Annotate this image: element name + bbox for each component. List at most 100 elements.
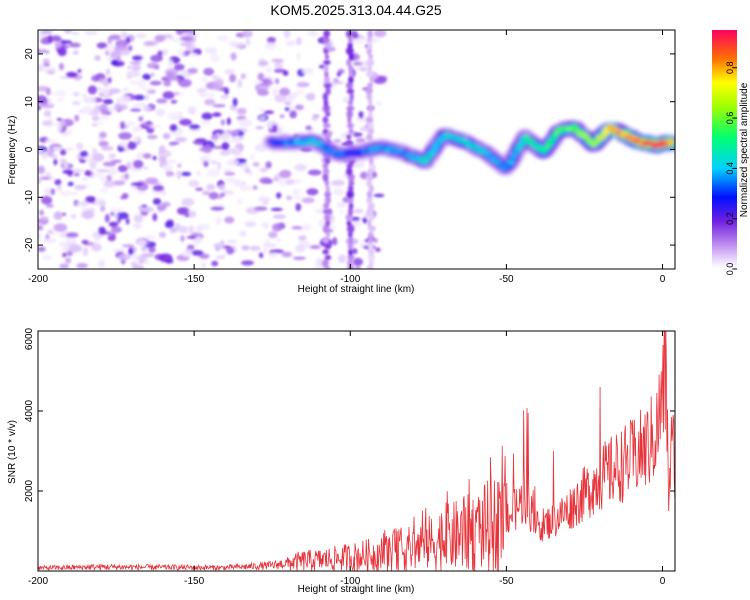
noise-blob bbox=[117, 165, 128, 173]
noise-blob bbox=[177, 163, 182, 168]
noise-blob bbox=[40, 30, 53, 35]
streak-blob bbox=[322, 92, 329, 102]
noise-blob bbox=[137, 79, 146, 89]
x-tick-label: -100 bbox=[340, 576, 360, 587]
streak-blob bbox=[347, 242, 354, 250]
noise-blob bbox=[81, 105, 93, 114]
streak-blob bbox=[322, 224, 330, 233]
noise-blob bbox=[306, 188, 319, 196]
noise-blob bbox=[127, 66, 132, 70]
noise-blob bbox=[111, 232, 116, 241]
noise-blob bbox=[62, 169, 74, 174]
noise-blob bbox=[187, 67, 198, 74]
noise-blob bbox=[65, 257, 72, 264]
noise-blob bbox=[105, 68, 111, 76]
noise-blob bbox=[188, 124, 201, 130]
colorbar-tick-label: 0.0 bbox=[725, 263, 735, 276]
noise-blob bbox=[259, 252, 264, 259]
noise-blob bbox=[163, 80, 172, 87]
noise-blob bbox=[73, 48, 79, 53]
noise-blob bbox=[126, 75, 132, 80]
noise-blob bbox=[331, 179, 345, 186]
noise-blob bbox=[263, 222, 269, 229]
streak-blob bbox=[346, 58, 352, 67]
streak-blob bbox=[347, 231, 353, 238]
spectrogram-heatmap bbox=[38, 30, 675, 269]
streak-blob bbox=[322, 122, 331, 129]
noise-blob bbox=[258, 86, 271, 90]
noise-blob bbox=[180, 42, 192, 47]
noise-blob bbox=[212, 104, 226, 108]
noise-blob bbox=[164, 159, 177, 164]
noise-blob bbox=[169, 227, 177, 234]
streak-blob bbox=[324, 255, 332, 260]
noise-blob bbox=[271, 58, 285, 63]
streak-blob bbox=[367, 122, 374, 129]
noise-blob bbox=[119, 49, 131, 56]
streak-blob bbox=[325, 219, 331, 227]
noise-blob bbox=[142, 105, 150, 111]
noise-blob bbox=[43, 110, 52, 117]
colorbar-tick-label: 0.4 bbox=[725, 162, 735, 175]
streak-blob bbox=[346, 88, 355, 94]
colorbar-tick-label: 0.2 bbox=[725, 212, 735, 225]
noise-blob bbox=[98, 140, 109, 147]
x-tick-label: -100 bbox=[340, 274, 360, 285]
noise-blob bbox=[180, 36, 193, 42]
noise-blob bbox=[72, 100, 81, 106]
noise-blob bbox=[254, 143, 268, 152]
noise-blob bbox=[333, 188, 345, 196]
noise-blob bbox=[84, 30, 98, 36]
noise-blob bbox=[255, 126, 264, 130]
noise-blob bbox=[92, 148, 98, 154]
y-tick-label: 6000 bbox=[24, 327, 35, 350]
noise-blob bbox=[213, 82, 223, 91]
noise-blob bbox=[273, 68, 286, 73]
noise-blob bbox=[272, 124, 278, 133]
noise-blob bbox=[59, 40, 73, 44]
noise-blob bbox=[286, 195, 293, 201]
noise-blob bbox=[154, 34, 166, 43]
streak-blob bbox=[325, 87, 331, 95]
noise-blob bbox=[339, 210, 345, 214]
noise-blob bbox=[186, 235, 197, 239]
streak-blob bbox=[366, 59, 375, 66]
streak-blob bbox=[347, 259, 354, 267]
noise-blob bbox=[152, 155, 157, 161]
noise-blob bbox=[50, 188, 55, 195]
streak-blob bbox=[323, 128, 328, 134]
noise-blob bbox=[77, 69, 82, 73]
streak-blob bbox=[346, 105, 355, 111]
noise-blob bbox=[295, 203, 302, 212]
noise-blob bbox=[41, 195, 53, 205]
noise-blob bbox=[296, 52, 301, 61]
noise-blob bbox=[226, 159, 240, 167]
noise-blob bbox=[59, 241, 66, 248]
noise-blob bbox=[272, 223, 283, 232]
noise-blob bbox=[292, 256, 306, 260]
noise-blob bbox=[292, 188, 302, 196]
noise-blob bbox=[158, 145, 166, 154]
noise-blob bbox=[219, 150, 231, 156]
streak-blob bbox=[325, 185, 330, 192]
noise-blob bbox=[358, 67, 369, 72]
noise-blob bbox=[216, 161, 222, 170]
noise-blob bbox=[352, 257, 364, 266]
noise-blob bbox=[133, 136, 139, 143]
noise-blob bbox=[51, 154, 58, 160]
streak-blob bbox=[325, 41, 330, 50]
ridge-blob bbox=[601, 131, 609, 137]
x-tick-label: -200 bbox=[28, 576, 48, 587]
streak-blob bbox=[346, 109, 353, 119]
noise-blob bbox=[333, 77, 339, 83]
noise-blob bbox=[54, 39, 62, 48]
noise-blob bbox=[245, 38, 251, 46]
noise-blob bbox=[240, 73, 246, 80]
noise-blob bbox=[133, 214, 144, 223]
noise-blob bbox=[42, 58, 50, 65]
noise-blob bbox=[262, 201, 269, 205]
snr-frame bbox=[37, 330, 676, 572]
noise-blob bbox=[102, 91, 111, 97]
